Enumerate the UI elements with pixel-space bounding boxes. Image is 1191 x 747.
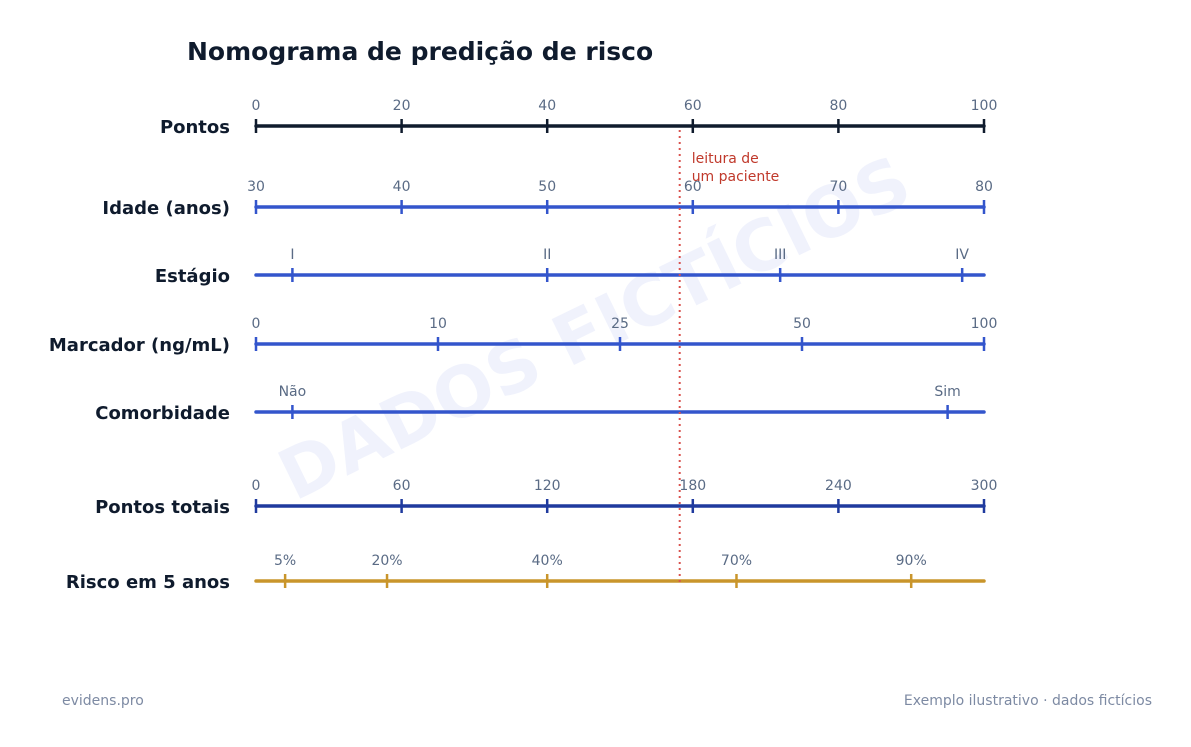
tick-label-pontos-4: 80 — [829, 98, 847, 114]
tick-label-pontos-totais-0: 0 — [252, 478, 261, 494]
tick-label-risco-0: 5% — [274, 553, 296, 569]
tick-label-idade-5: 80 — [975, 179, 993, 195]
row-label-pontos-totais: Pontos totais — [95, 497, 230, 518]
tick-label-estagio-3: IV — [955, 247, 969, 263]
row-label-estagio: Estágio — [155, 266, 230, 287]
tick-label-marcador-0: 0 — [252, 316, 261, 332]
tick-label-pontos-totais-3: 180 — [679, 478, 706, 494]
reading-annotation-line-2: um paciente — [692, 169, 780, 185]
patient-reading: leitura de um paciente — [678, 130, 780, 582]
row-risco: Risco em 5 anos 5% 20% 40% 70% 90% — [66, 553, 986, 593]
row-label-idade: Idade (anos) — [102, 198, 230, 219]
row-pontos: Pontos 0 20 40 60 80 100 — [160, 98, 997, 138]
tick-label-idade-2: 50 — [538, 179, 556, 195]
row-label-risco: Risco em 5 anos — [66, 572, 230, 593]
tick-label-pontos-totais-1: 60 — [393, 478, 411, 494]
tick-label-comorbidade-1: Sim — [934, 384, 960, 400]
tick-label-risco-1: 20% — [371, 553, 402, 569]
row-label-pontos: Pontos — [160, 117, 230, 138]
tick-label-estagio-2: III — [774, 247, 786, 263]
tick-label-idade-1: 40 — [393, 179, 411, 195]
tick-label-pontos-5: 100 — [971, 98, 998, 114]
row-label-comorbidade: Comorbidade — [95, 403, 230, 424]
row-pontos-totais: Pontos totais 0 60 120 180 240 300 — [95, 478, 997, 518]
tick-label-idade-4: 70 — [829, 179, 847, 195]
tick-label-risco-4: 90% — [896, 553, 927, 569]
row-label-marcador: Marcador (ng/mL) — [49, 335, 230, 356]
footer-brand: evidens.pro — [62, 693, 144, 709]
row-comorbidade: Comorbidade Não Sim — [95, 384, 986, 424]
tick-label-pontos-1: 20 — [393, 98, 411, 114]
tick-label-pontos-0: 0 — [252, 98, 261, 114]
tick-label-comorbidade-0: Não — [279, 384, 307, 400]
tick-label-risco-2: 40% — [532, 553, 563, 569]
tick-label-marcador-3: 50 — [793, 316, 811, 332]
tick-label-idade-3: 60 — [684, 179, 702, 195]
chart-title: Nomograma de predição de risco — [187, 37, 653, 66]
tick-label-estagio-0: I — [290, 247, 294, 263]
watermark: DADOS FICTÍCIOS — [266, 140, 923, 517]
tick-label-marcador-2: 25 — [611, 316, 629, 332]
tick-label-pontos-3: 60 — [684, 98, 702, 114]
tick-label-pontos-2: 40 — [538, 98, 556, 114]
reading-annotation-line-1: leitura de — [692, 151, 759, 167]
tick-label-pontos-totais-2: 120 — [534, 478, 561, 494]
footer-disclaimer: Exemplo ilustrativo · dados fictícios — [903, 693, 1152, 709]
row-marcador: Marcador (ng/mL) 0 10 25 50 100 — [49, 316, 997, 356]
tick-label-risco-3: 70% — [721, 553, 752, 569]
row-idade: Idade (anos) 30 40 50 60 70 80 — [102, 179, 993, 219]
tick-label-idade-0: 30 — [247, 179, 265, 195]
tick-label-marcador-1: 10 — [429, 316, 447, 332]
tick-label-pontos-totais-5: 300 — [971, 478, 998, 494]
tick-label-marcador-4: 100 — [971, 316, 998, 332]
tick-label-pontos-totais-4: 240 — [825, 478, 852, 494]
tick-label-estagio-1: II — [543, 247, 551, 263]
